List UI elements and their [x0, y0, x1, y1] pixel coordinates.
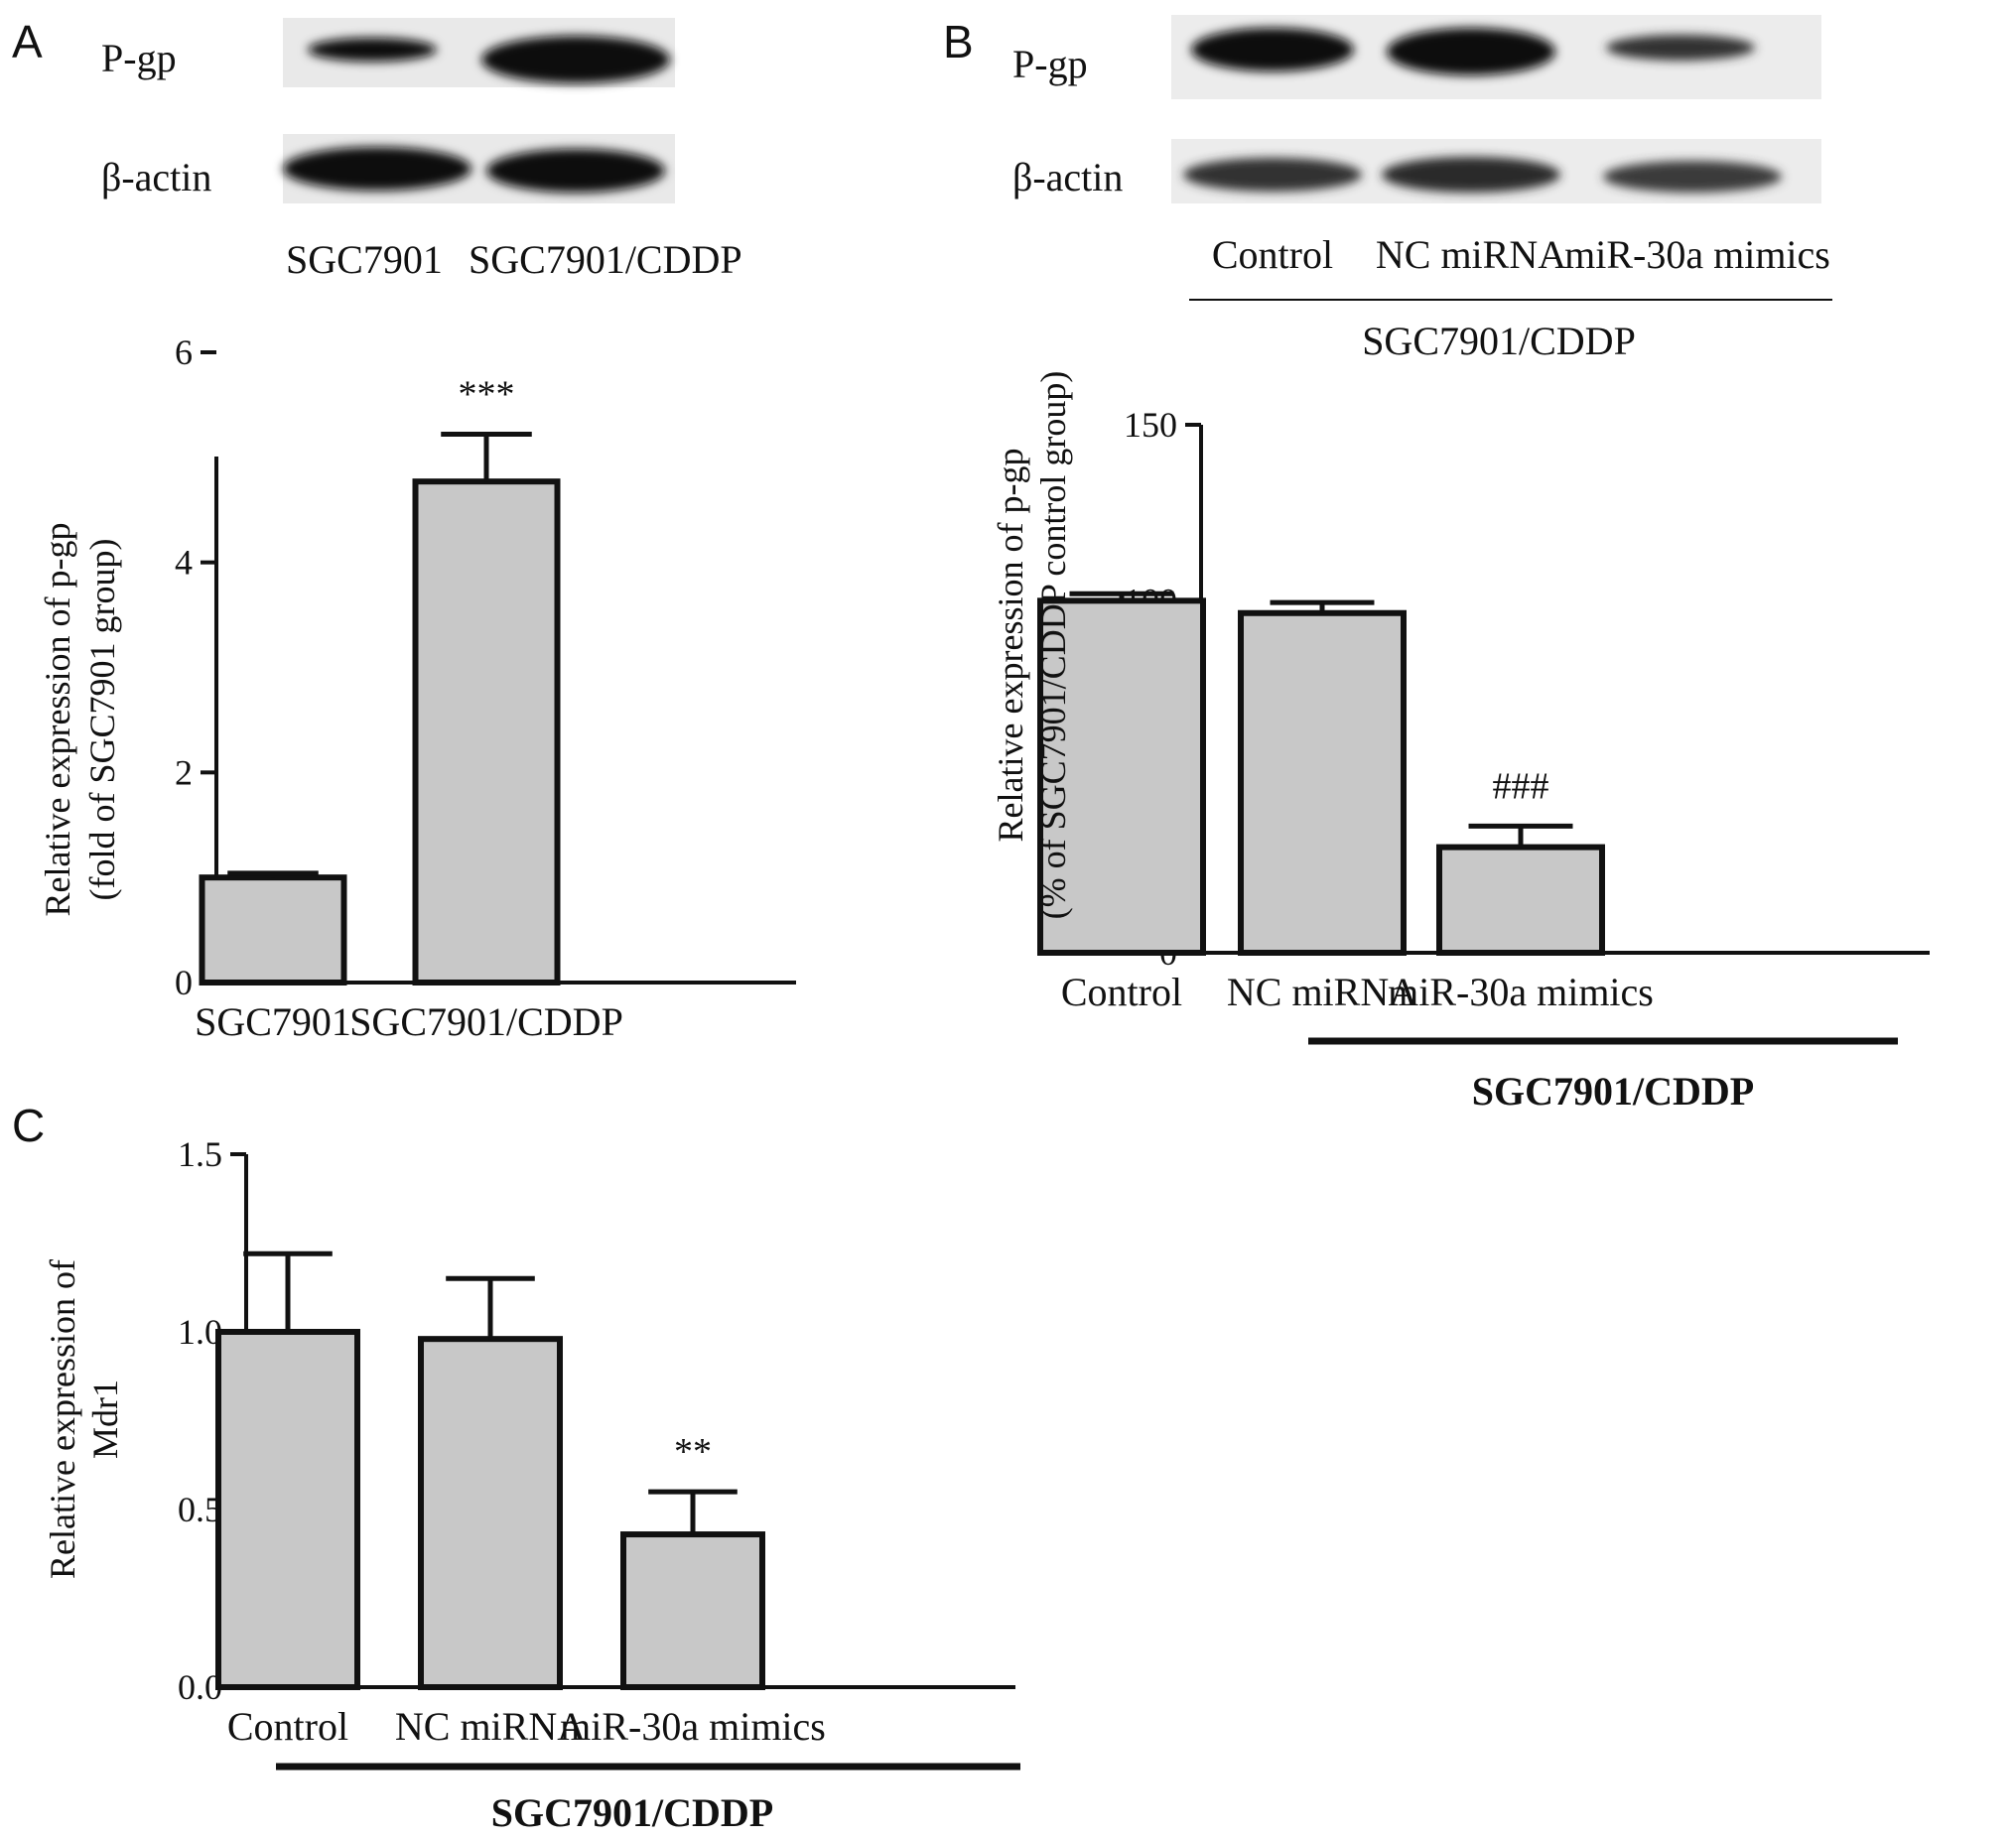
- chart-c-bar: [418, 1336, 563, 1691]
- chart-b-group-label: SGC7901/CDDP: [1472, 1069, 1754, 1114]
- blot-b-band-pgp-control: [1191, 28, 1354, 71]
- blot-a-band-actin-cddp: [486, 149, 665, 193]
- chart-a-ytick-label: 2: [175, 752, 193, 792]
- panel-letter-a: A: [12, 16, 43, 67]
- chart-c-significance-label: **: [674, 1431, 712, 1473]
- blot-a-band-pgp-cddp: [481, 36, 670, 83]
- chart-b-bar: [1037, 597, 1206, 956]
- blot-b-lane-control: Control: [1212, 232, 1333, 277]
- blot-b: P-gp β-actin Control NC miRNA miR-30a mi…: [1012, 15, 1832, 363]
- chart-b-ytick-label: 150: [1124, 405, 1177, 445]
- chart-a-significance-label: ***: [459, 374, 515, 416]
- blot-a-lane-sgc7901: SGC7901: [286, 237, 443, 282]
- chart-c-category-label: NC miRNA: [395, 1704, 586, 1749]
- chart-a-ytick-label: 6: [175, 332, 193, 372]
- chart-a-ytick-label: 4: [175, 543, 193, 583]
- chart-a-category-label: SGC7901/CDDP: [349, 999, 623, 1044]
- chart-a-ytick-label: 0: [175, 963, 193, 1002]
- chart-c-ytick-label: 1.5: [178, 1134, 222, 1174]
- chart-c-ytick-label: 0.5: [178, 1490, 222, 1529]
- chart-b-category-label: miR-30a mimics: [1388, 970, 1654, 1014]
- chart-c-bar: [620, 1531, 765, 1691]
- chart-c-ylabel-line1: Relative expression of: [43, 1259, 82, 1579]
- chart-b-ylabel-line1: Relative expression of p-gp: [991, 449, 1030, 843]
- blot-a-band-actin-sgc7901: [283, 147, 471, 191]
- blot-b-band-pgp-nc: [1387, 28, 1555, 75]
- chart-a-ylabel-line1: Relative expression of p-gp: [38, 523, 77, 917]
- chart-a-category-label: SGC7901: [195, 999, 351, 1044]
- blot-b-row-label-pgp: P-gp: [1012, 42, 1088, 86]
- chart-b-bar: [1436, 844, 1605, 956]
- blot-b-band-actin-nc: [1382, 157, 1560, 193]
- blot-a: P-gp β-actin SGC7901 SGC7901/CDDP: [101, 18, 742, 282]
- blot-a-band-pgp-sgc7901: [308, 38, 437, 62]
- chart-c-ytick-label: 1.0: [178, 1312, 222, 1352]
- chart-c-group-label: SGC7901/CDDP: [491, 1790, 773, 1835]
- chart-c-bar: [215, 1329, 360, 1690]
- chart-c-ytick-label: 0.0: [178, 1667, 222, 1707]
- blot-b-lane-mimics: miR-30a mimics: [1564, 232, 1830, 277]
- blot-b-band-actin-control: [1183, 158, 1362, 192]
- blot-b-row-label-actin: β-actin: [1012, 155, 1123, 199]
- chart-b-bar: [1238, 609, 1407, 956]
- chart-b-category-label: NC miRNA: [1227, 970, 1417, 1014]
- chart-c-category-label: Control: [227, 1704, 348, 1749]
- chart-b-significance-label: ###: [1493, 765, 1549, 807]
- blot-a-row-label-pgp: P-gp: [101, 36, 177, 80]
- chart-a-ylabel-line2: (fold of SGC7901 group): [82, 539, 122, 901]
- chart-c-ylabel-line2: Mdr1: [85, 1380, 125, 1459]
- chart-b-ylabel-line2: (% of SGC7901/CDDP control group): [1033, 371, 1073, 920]
- chart-a-bar: [412, 478, 561, 986]
- blot-b-band-actin-mimics: [1603, 161, 1782, 193]
- panel-letter-b: B: [943, 16, 974, 67]
- blot-b-group-label: SGC7901/CDDP: [1362, 319, 1636, 363]
- blot-a-row-label-actin: β-actin: [101, 155, 211, 199]
- blot-b-band-pgp-mimics: [1606, 35, 1755, 61]
- blot-a-lane-cddp: SGC7901/CDDP: [469, 237, 742, 282]
- chart-a-bar: [199, 874, 347, 986]
- chart-b-category-label: Control: [1061, 970, 1182, 1014]
- blot-b-lane-nc: NC miRNA: [1376, 232, 1566, 277]
- chart-c-category-label: miR-30a mimics: [560, 1704, 826, 1749]
- panel-letter-c: C: [12, 1100, 45, 1151]
